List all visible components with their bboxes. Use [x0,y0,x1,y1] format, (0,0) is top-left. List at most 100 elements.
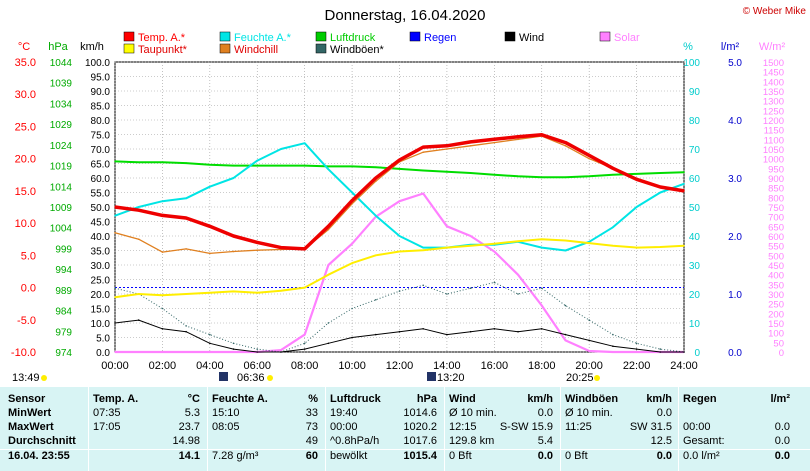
table-cell: bewölkt [330,450,368,462]
data-point [351,199,353,202]
data-point [398,200,401,202]
data-point [493,138,496,141]
tick-time: 10:00 [338,360,366,372]
tick-temp: 25.0 [15,121,36,133]
data-point [635,178,638,181]
tick-solar: 600 [768,232,784,243]
legend-swatch [315,43,327,54]
unit-wind: km/h [80,41,104,53]
data-point [398,235,401,237]
data-point [469,144,472,147]
sun-icon [41,375,47,381]
tick-wind: 5.0 [96,334,110,345]
legend-label: Windböen* [330,44,385,56]
tick-wind: 25.0 [91,276,111,287]
data-point [114,231,116,234]
legend-label: Regen [424,32,456,44]
data-point [469,141,472,143]
data-point [612,226,614,229]
data-point [469,172,472,174]
tick-pressure: 974 [55,348,72,359]
tick-pressure: 1014 [50,182,73,193]
data-point [540,134,543,136]
data-point [351,165,353,168]
table-cell: 5.3 [184,407,200,419]
tick-solar: 1500 [763,58,784,69]
data-point [446,293,448,295]
tick-solar: 50 [773,338,784,349]
data-point [588,242,590,244]
legend-label: Taupunkt* [138,44,188,56]
data-point [493,281,496,284]
tick-pressure: 1039 [50,79,73,90]
tick-temp: 35.0 [15,57,36,69]
tick-wind: 50.0 [91,203,111,214]
table-cell: 0.0 [656,407,672,419]
tick-wind: 100.0 [85,58,110,69]
data-point [209,185,211,188]
table-divider [0,449,810,450]
tick-temp: 30.0 [15,89,36,101]
data-point [256,159,259,162]
table-cell: 0 Bft [449,450,472,462]
stats-table: Sensor Temp. A. °C Feuchte A.% Luftdruck hPa W… [0,387,810,471]
tick-solar: 700 [768,213,784,224]
table-separator [560,387,561,471]
data-point [232,290,235,293]
table-cell: 12.5 [650,435,672,447]
data-point [564,141,567,144]
tick-solar: 350 [768,280,784,291]
tick-wind: 70.0 [91,145,111,156]
tick-rain: 5.0 [728,58,742,69]
tick-wind: 65.0 [91,160,111,171]
tick-solar: 1350 [763,87,784,98]
table-cell: 129.8 km [449,435,495,447]
table-cell: 19:40 [330,407,358,419]
data-point [114,351,116,353]
table-row-label: 16.04. 23:55 [8,450,70,462]
data-point [114,296,116,299]
data-point [683,190,685,192]
tick-time: 08:00 [291,360,319,372]
tick-wind: 10.0 [91,319,111,330]
table-row-label: MinWert [8,407,52,419]
data-point [232,348,235,350]
data-point [374,299,377,301]
table-cell: 73 [305,421,318,433]
tick-temp: 15.0 [15,186,36,198]
unit-solar: W/m² [759,41,786,53]
data-point [256,291,259,294]
data-point [327,228,330,231]
data-point [446,333,448,336]
data-point [374,254,377,257]
data-point [683,171,685,173]
data-point [540,287,543,290]
table-cell: ^0.8hPa/h [330,435,380,447]
data-point [209,252,211,255]
tick-pressure: 1024 [50,141,73,152]
data-point [659,351,662,353]
data-point [588,157,590,160]
data-point [280,148,282,150]
table-separator [678,387,679,471]
data-point [185,325,187,327]
tick-pressure: 1034 [50,99,73,110]
sun-icon [267,375,273,381]
tick-solar: 750 [768,203,784,214]
tick-time: 14:00 [433,360,461,372]
data-point [683,351,685,353]
table-separator [325,387,326,471]
table-cell: 00:00 [330,421,358,433]
table-row-label: MaxWert [8,421,54,433]
data-point [185,197,187,200]
unit-temp: °C [18,41,30,53]
data-point [137,238,140,241]
data-point [256,241,259,244]
tick-solar: 100 [768,329,784,340]
data-point [209,342,211,345]
data-point [280,164,282,167]
legend-swatch [315,31,327,42]
data-point [351,191,353,194]
data-point [232,250,235,253]
data-point [446,246,448,249]
